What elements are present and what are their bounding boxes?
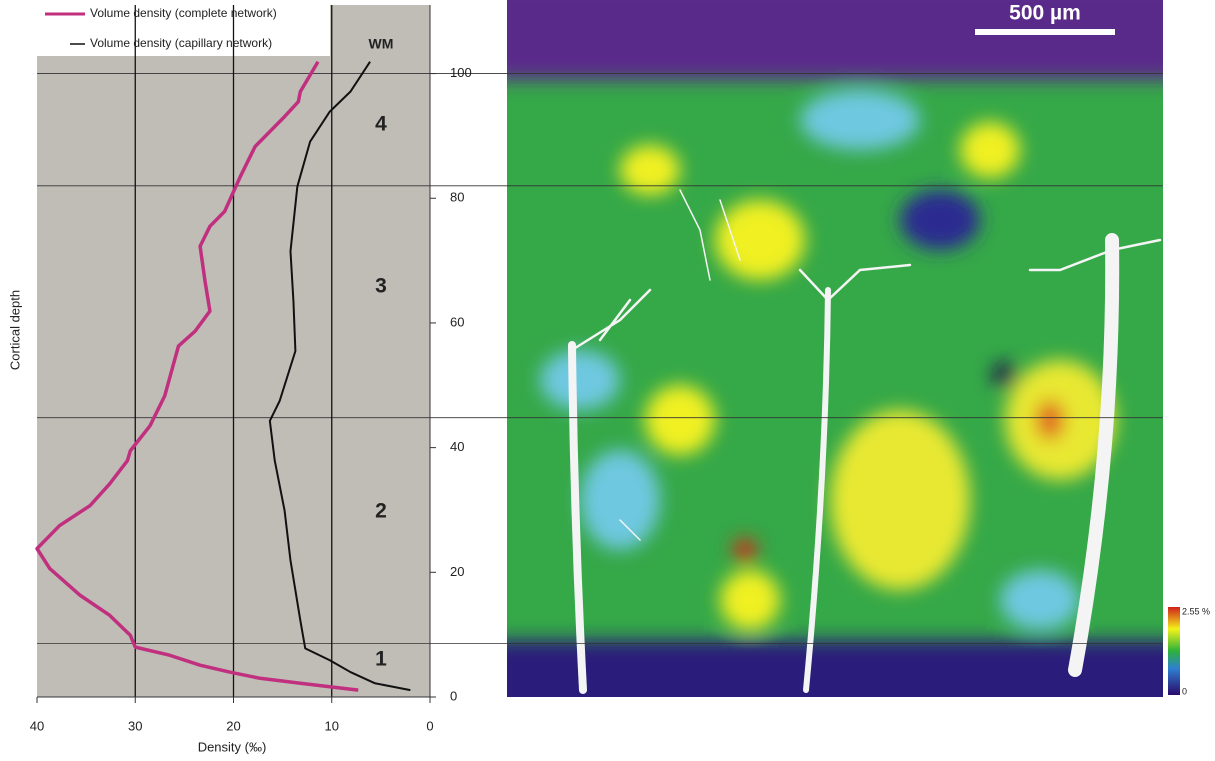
x-tick-label: 10 [325,718,339,733]
y-tick-label: 80 [450,190,464,205]
layer-label: 1 [375,648,387,671]
colorbar [1168,607,1180,695]
colorbar-min: 0 [1182,686,1187,696]
heat-map-image [490,0,1190,720]
colorbar-max: 2.55 % [1182,606,1210,616]
y-tick-label: 20 [450,564,464,579]
x-tick-label: 0 [426,718,433,733]
x-axis-title: Density (‰) [198,739,267,754]
y-tick-label: 100 [450,65,472,80]
y-tick-label: 40 [450,439,464,454]
scale-bar [975,29,1115,35]
scale-bar-label: 500 µm [1009,2,1081,25]
layer-label: WM [369,36,394,52]
y-axis-title: Cortical depth [7,290,22,370]
legend-label: Volume density (complete network) [90,6,277,20]
layer-label: 4 [375,113,387,136]
y-tick-label: 0 [450,688,457,703]
y-tick-label: 60 [450,314,464,329]
layer-label: 3 [375,275,387,298]
x-tick-label: 20 [226,718,240,733]
layer-label: 2 [375,500,387,523]
figure: 500 µm 2.55 % 0 Cortical depth Density (… [0,0,1215,761]
x-tick-label: 30 [128,718,142,733]
legend-label: Volume density (capillary network) [90,36,272,50]
x-tick-label: 40 [30,718,44,733]
